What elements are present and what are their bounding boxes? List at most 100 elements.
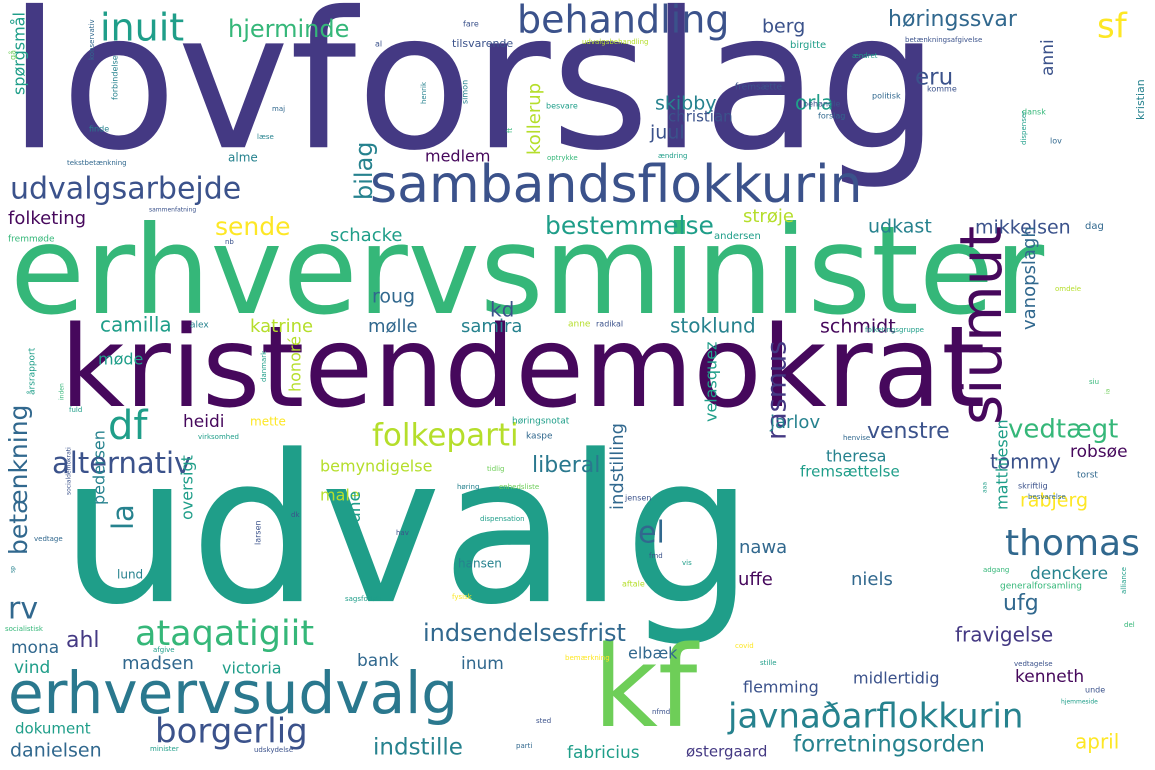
- word-hoeringsnotat: høringsnotat: [512, 417, 570, 427]
- word-kollerup: kollerup: [524, 83, 545, 155]
- word-lov: lov: [1050, 137, 1062, 146]
- word-finde: finde: [89, 125, 109, 134]
- word-camilla: camilla: [100, 313, 172, 337]
- word-torst: torst: [1077, 471, 1098, 481]
- word-folketingsgruppe: folketingsgruppe: [865, 326, 924, 334]
- word-erhvervsudvalg: erhvervsudvalg: [8, 659, 458, 727]
- word-berg: berg: [762, 16, 805, 38]
- word-lovforslag: lovforslag: [8, 0, 940, 192]
- word-alternativ: alternativ: [52, 446, 191, 480]
- word-venstre: venstre: [867, 419, 950, 444]
- word-medlem: medlem: [425, 147, 490, 166]
- word-fravigelse: fravigelse: [955, 623, 1053, 647]
- word-udkast: udkast: [868, 216, 932, 238]
- word-midlertidig: midlertidig: [853, 669, 940, 688]
- word-rv: rv: [8, 592, 38, 627]
- word-stroeje: strøje: [743, 206, 794, 227]
- word-eru: eru: [915, 65, 953, 91]
- word-birgitte: birgitte: [790, 40, 826, 51]
- word-afgive: afgive: [153, 646, 175, 654]
- word-vedtagelse: vedtagelse: [1014, 660, 1053, 668]
- word-parti: parti: [516, 742, 532, 750]
- word-adgang: adgang: [983, 566, 1009, 574]
- word-politisk: politisk: [872, 92, 901, 101]
- word-jensen: jensen: [624, 494, 651, 503]
- word-socialistisk: socialistisk: [5, 625, 44, 633]
- word-elbaek: elbæk: [628, 644, 678, 663]
- word-jarlov: jarlov: [769, 412, 820, 433]
- word-mona: mona: [11, 638, 59, 658]
- word-vanopslagh: vanopslagh: [1019, 226, 1040, 330]
- word-generalforsamling: generalforsamling: [1000, 582, 1082, 592]
- word-udskydelse: udskydelse: [254, 746, 293, 754]
- word-forslag: forslag: [818, 112, 845, 121]
- word-henvise: henvise: [843, 434, 870, 442]
- word-udvalgsbehandling: udvalgsbehandling: [582, 38, 648, 46]
- word-alliance: alliance: [1120, 567, 1128, 594]
- word-moelle: mølle: [368, 316, 418, 337]
- word-fuld: fuld: [69, 406, 82, 414]
- word-dk: dk: [291, 511, 300, 519]
- word-katrine: katrine: [250, 316, 313, 337]
- word-sende: sende: [215, 212, 291, 241]
- word-kristendemokrat: kristendemokrat: [60, 303, 985, 433]
- word-udvalgsarbejde: udvalgsarbejde: [10, 172, 241, 207]
- word-behandle: behandle: [803, 100, 840, 109]
- word-sagsforloeb: sagsforløb: [345, 595, 382, 603]
- word-tommy: tommy: [990, 450, 1061, 474]
- word-ahl: ahl: [66, 628, 100, 653]
- word-andersen: andersen: [714, 231, 761, 242]
- word-kenneth: kenneth: [1015, 667, 1084, 687]
- word-alme: alme: [228, 151, 258, 165]
- word-alex: alex: [190, 321, 209, 331]
- word-ia: ia: [1105, 388, 1112, 394]
- word-nfmd: nfmd: [652, 708, 670, 716]
- word-lund: lund: [117, 568, 143, 582]
- word-honore: honoré: [286, 336, 305, 392]
- word-mette: mette: [250, 415, 286, 429]
- word-komme: komme: [927, 85, 957, 94]
- word-siu: siu: [1089, 378, 1099, 386]
- word-indstilling: indstilling: [607, 423, 628, 510]
- word-inum: inum: [461, 654, 504, 674]
- word-indstille: indstille: [373, 735, 463, 761]
- word-aendring: ændring: [658, 152, 687, 160]
- word-april: april: [1075, 730, 1119, 754]
- word-sf: sf: [1097, 7, 1128, 47]
- word-optrykke: optrykke: [547, 154, 578, 162]
- word-stoklund: stoklund: [670, 314, 756, 338]
- word-ft: ft: [506, 128, 514, 133]
- word-skriftlig: skriftlig: [1018, 482, 1048, 491]
- word-unde: unde: [1085, 686, 1105, 695]
- word-folketing: folketing: [8, 208, 86, 229]
- word-covid: covid: [735, 642, 754, 650]
- word-radikal: radikal: [596, 320, 623, 329]
- word-samira: samira: [461, 316, 522, 337]
- word-anne: anne: [568, 320, 591, 330]
- word-omdele: omdele: [1055, 285, 1081, 293]
- word-stille: stille: [760, 659, 777, 667]
- word-rasmus: rasmus: [762, 341, 793, 440]
- word-df: df: [108, 403, 148, 449]
- word-forretningsorden: forretningsorden: [793, 732, 985, 758]
- word-niels: niels: [851, 569, 893, 590]
- word-maj: maj: [272, 105, 285, 113]
- word-socialdemokrati: socialdemokrati: [66, 447, 73, 495]
- word-sp: sp: [10, 566, 17, 573]
- word-liberal: liberal: [532, 453, 600, 478]
- word-dispensation: dispensation: [480, 515, 525, 523]
- word-tilsvarende: tilsvarende: [452, 37, 513, 50]
- word-fmd: fmd: [649, 552, 663, 560]
- word-el: el: [638, 516, 665, 551]
- word-dispenser: dispenser: [1020, 111, 1028, 145]
- word-inden: inden: [59, 383, 66, 400]
- word-pedersen: pedersen: [90, 430, 109, 505]
- word-simon: simon: [461, 80, 470, 104]
- word-madsen: madsen: [122, 653, 194, 674]
- word-aarsrapport: årsrapport: [27, 347, 38, 395]
- word-flemming: flemming: [743, 678, 819, 697]
- word-velasquez: velasquez: [702, 342, 721, 422]
- word-enhedsliste: enhedsliste: [499, 483, 539, 491]
- word-oversigt: oversigt: [178, 455, 197, 520]
